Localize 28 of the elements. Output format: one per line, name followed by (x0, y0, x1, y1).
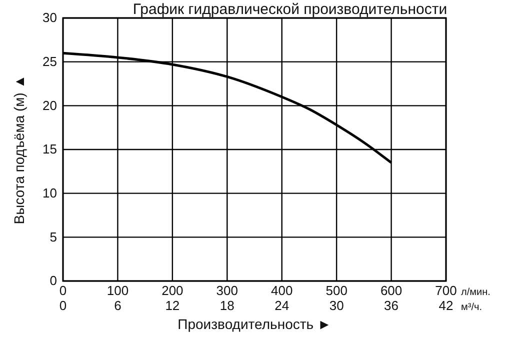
x2-tick-label: 42 (438, 298, 454, 314)
x-tick-label: 700 (435, 283, 457, 298)
y-tick-label: 10 (42, 185, 57, 200)
x-tick-label: 300 (216, 283, 238, 298)
x2-tick-label: 24 (274, 298, 290, 314)
y-tick-label: 5 (50, 229, 57, 244)
x2-tick-label: 12 (165, 298, 180, 314)
x-tick-label: 400 (271, 283, 293, 298)
x-axis-title: Производительность ► (178, 316, 332, 332)
x2-tick-label: 30 (329, 298, 344, 314)
y-tick-label: 20 (42, 98, 57, 113)
x-tick-label: 200 (162, 283, 184, 298)
x2-tick-label: 6 (114, 298, 122, 314)
y-tick-label: 30 (42, 10, 57, 26)
x-tick-label: 500 (326, 283, 348, 298)
x-tick-label: 100 (106, 283, 129, 298)
text: м³/ч. (461, 302, 482, 313)
x2-tick-label: 18 (220, 298, 234, 314)
chart-title: График гидравлической производительности (132, 1, 448, 18)
y-tick-label: 0 (50, 273, 57, 288)
x2-tick-label: 0 (59, 298, 67, 314)
y-tick-label: 15 (42, 142, 57, 157)
x-tick-label: 600 (380, 283, 402, 298)
text: л/мин. (461, 287, 490, 298)
y-tick-label: 25 (42, 54, 57, 69)
x-tick-label: 0 (59, 283, 67, 298)
x2-tick-label: 36 (384, 298, 399, 314)
y-axis-title: Высота подъёма (м) ▲ (11, 74, 27, 224)
